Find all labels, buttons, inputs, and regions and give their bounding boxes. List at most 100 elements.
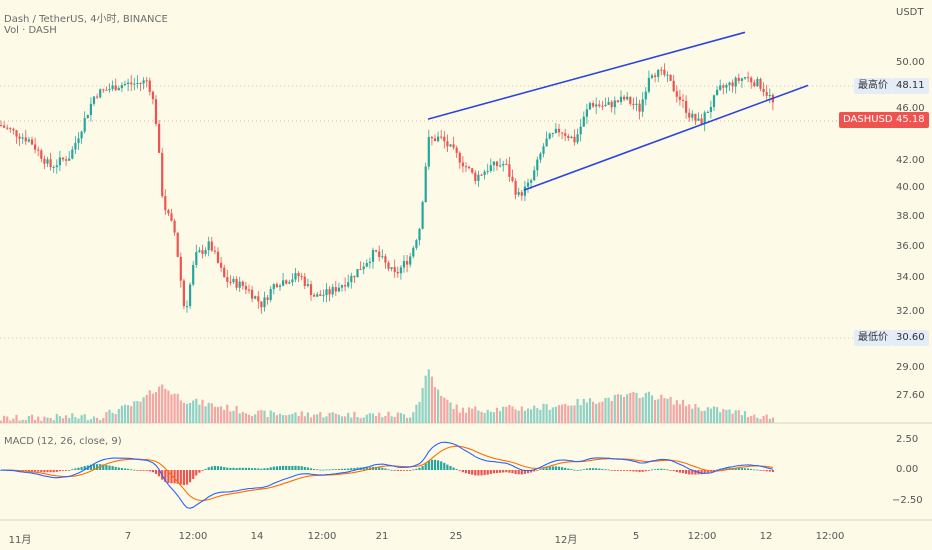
candle-body bbox=[77, 138, 80, 144]
volume-bar bbox=[604, 397, 607, 423]
candle-body bbox=[24, 137, 27, 142]
volume-bar bbox=[291, 413, 294, 423]
candle-body bbox=[201, 250, 204, 254]
macd-histogram-bar bbox=[210, 466, 213, 470]
macd-histogram-bar bbox=[539, 469, 542, 470]
macd-histogram-bar bbox=[424, 463, 427, 470]
candle-body bbox=[381, 256, 384, 258]
macd-histogram-bar bbox=[300, 466, 303, 470]
macd-histogram-bar bbox=[657, 468, 660, 470]
macd-histogram-bar bbox=[322, 469, 325, 471]
candle-body bbox=[111, 85, 114, 90]
candle-body bbox=[40, 150, 43, 159]
macd-axis-label: 0.00 bbox=[896, 464, 919, 475]
volume-bar bbox=[381, 417, 384, 423]
candle-body bbox=[629, 96, 632, 104]
volume-bar bbox=[412, 412, 415, 423]
volume-bar bbox=[545, 404, 548, 423]
macd-histogram-bar bbox=[576, 469, 579, 471]
volume-bar bbox=[635, 392, 638, 423]
macd-histogram-bar bbox=[712, 470, 716, 471]
candle-body bbox=[58, 157, 61, 166]
macd-histogram-bar bbox=[316, 469, 319, 471]
volume-bar bbox=[722, 409, 725, 423]
candle-body bbox=[207, 241, 210, 251]
volume-bar bbox=[235, 405, 238, 423]
volume-bar bbox=[114, 414, 117, 423]
candle-body bbox=[585, 109, 588, 117]
macd-histogram-bar bbox=[244, 467, 247, 470]
candle-body bbox=[30, 139, 34, 145]
time-label: 12:00 bbox=[178, 531, 208, 542]
macd-histogram-bar bbox=[139, 470, 142, 471]
macd-histogram-bar bbox=[77, 467, 80, 470]
macd-histogram-bar bbox=[613, 470, 616, 471]
volume-bar bbox=[492, 412, 495, 423]
candle-body bbox=[455, 147, 458, 153]
volume-bar bbox=[9, 420, 12, 423]
candle-body bbox=[105, 89, 108, 91]
macd-histogram-bar bbox=[313, 469, 316, 470]
candle-body bbox=[303, 276, 306, 286]
volume-bar bbox=[260, 410, 263, 423]
macd-histogram-bar bbox=[378, 467, 381, 470]
candle-body bbox=[282, 280, 285, 286]
volume-bar bbox=[464, 412, 468, 423]
candle-body bbox=[164, 196, 167, 211]
volume-bar bbox=[232, 410, 235, 423]
volume-bar bbox=[706, 407, 709, 423]
symbol-line: Dash / TetherUS, 4小时, BINANCE bbox=[4, 14, 168, 25]
candle-body bbox=[768, 94, 771, 96]
candle-body bbox=[254, 296, 257, 299]
macd-histogram-bar bbox=[753, 469, 756, 471]
candle-body bbox=[511, 176, 514, 181]
candle-body bbox=[533, 170, 536, 181]
macd-histogram-bar bbox=[765, 470, 768, 472]
time-label: 5 bbox=[632, 531, 640, 542]
candle-body bbox=[384, 256, 387, 263]
macd-histogram-bar bbox=[148, 470, 151, 472]
volume-bar bbox=[359, 418, 362, 423]
candle-body bbox=[551, 132, 554, 134]
candle-body bbox=[641, 99, 644, 112]
macd-histogram-bar bbox=[133, 469, 136, 471]
candle-body bbox=[663, 69, 666, 75]
candle-body bbox=[139, 82, 142, 84]
macd-histogram-bar bbox=[607, 469, 610, 471]
candle-body bbox=[539, 153, 542, 160]
candle-body bbox=[638, 103, 641, 112]
candle-body bbox=[120, 85, 123, 89]
volume-bar bbox=[700, 410, 703, 423]
candle-body bbox=[759, 78, 762, 89]
volume-bar bbox=[390, 416, 393, 423]
price-label: 34.00 bbox=[896, 272, 925, 283]
candle-body bbox=[244, 285, 247, 290]
volume-bar bbox=[111, 412, 114, 423]
volume-bar bbox=[102, 418, 105, 423]
candle-body bbox=[269, 289, 272, 300]
macd-histogram-bar bbox=[619, 470, 623, 471]
candle-body bbox=[297, 273, 300, 277]
macd-histogram-bar bbox=[130, 469, 133, 471]
volume-bar bbox=[353, 411, 356, 423]
candle-body bbox=[158, 123, 161, 153]
candle-body bbox=[68, 158, 71, 161]
volume-bar bbox=[610, 400, 613, 423]
volume-bar bbox=[557, 405, 561, 423]
macd-histogram-bar bbox=[272, 466, 275, 470]
price-label: 38.00 bbox=[896, 211, 925, 222]
volume-bar bbox=[424, 375, 427, 423]
candle-body bbox=[480, 174, 483, 176]
candle-body bbox=[92, 96, 96, 104]
macd-histogram-bar bbox=[567, 468, 570, 470]
volume-bar bbox=[517, 410, 520, 423]
macd-histogram-bar bbox=[220, 466, 223, 470]
macd-histogram-bar bbox=[216, 466, 220, 470]
macd-histogram-bar bbox=[734, 467, 737, 470]
candle-body bbox=[49, 159, 52, 168]
candle-body bbox=[437, 136, 440, 142]
macd-histogram-bar bbox=[756, 469, 759, 471]
macd-histogram-bar bbox=[415, 468, 418, 470]
volume-bar bbox=[675, 400, 678, 423]
